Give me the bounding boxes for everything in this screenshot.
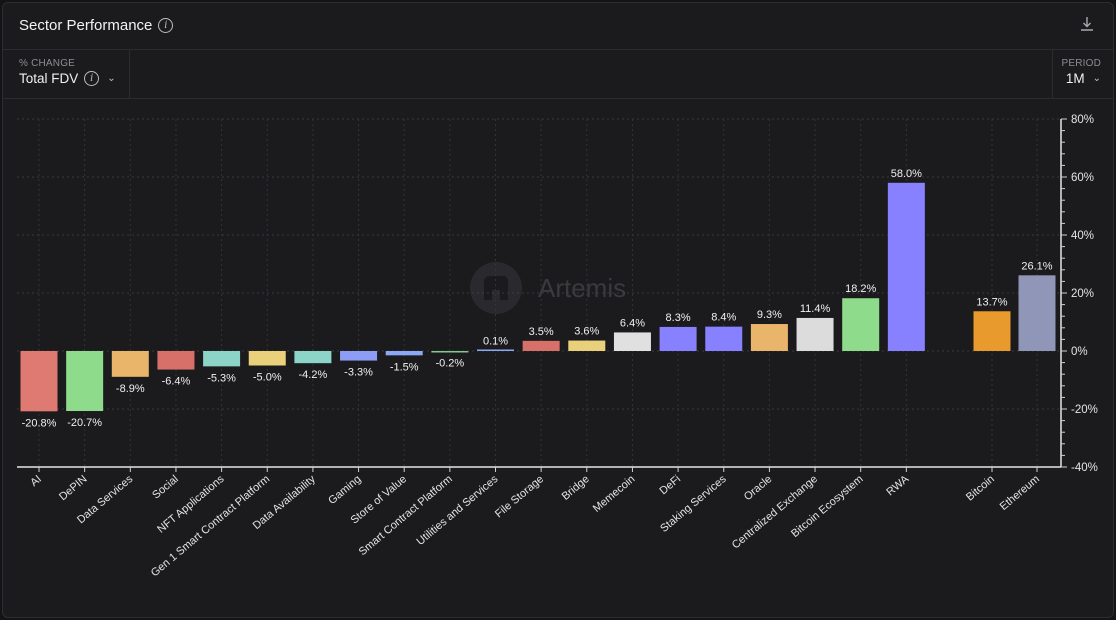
chevron-down-icon: ⌄ [107, 73, 116, 84]
bar-value-label: -3.3% [344, 367, 373, 379]
download-glyph [1081, 17, 1093, 31]
metric-dropdown[interactable]: % CHANGE Total FDV i ⌄ [19, 58, 116, 86]
bar [659, 326, 697, 351]
period-value: 1M [1065, 71, 1085, 86]
bar [477, 349, 514, 351]
divider [129, 50, 130, 98]
period-dropdown[interactable]: PERIOD 1M ⌄ [1061, 58, 1101, 86]
bar-value-label: -1.5% [390, 361, 419, 373]
x-tick-label: Centralized Exchange [730, 473, 820, 551]
x-tick-label: Social [150, 473, 181, 501]
divider [1052, 50, 1053, 98]
x-tick-label: Utilities and Services [415, 473, 501, 548]
bar-value-label: 26.1% [1021, 260, 1052, 272]
x-tick-label: DeFi [658, 473, 684, 497]
bar [887, 182, 925, 351]
bar-value-label: 9.3% [757, 309, 782, 321]
artemis-watermark: Artemis [470, 262, 626, 314]
bar [796, 317, 834, 351]
bar [157, 351, 195, 370]
metric-info-icon[interactable]: i [84, 71, 100, 86]
y-tick-label: 40% [1071, 230, 1094, 242]
bar [568, 340, 606, 351]
bar-value-label: -0.2% [435, 358, 464, 370]
y-tick-label: -20% [1071, 404, 1098, 416]
chart-controls: % CHANGE Total FDV i ⌄ PERIOD 1M ⌄ [3, 50, 1113, 99]
bar-value-label: 6.4% [620, 317, 645, 329]
bar-value-label: 3.5% [529, 326, 554, 338]
title-text: Sector Performance [19, 17, 153, 34]
bar-value-label: 0.1% [483, 336, 508, 348]
y-tick-label: -40% [1071, 462, 1098, 474]
bar-value-label: -20.8% [22, 417, 57, 429]
bar-value-label: 8.3% [666, 312, 691, 324]
x-tick-label: Smart Contract Platform [357, 473, 455, 558]
x-tick-label: DePIN [57, 473, 90, 503]
bar [248, 351, 286, 366]
metric-label: % CHANGE [19, 58, 76, 69]
bar [705, 326, 743, 351]
y-tick-label: 20% [1071, 288, 1094, 300]
bar-value-label: -5.0% [253, 372, 282, 384]
x-tick-label: RWA [884, 473, 911, 499]
bar [1018, 275, 1056, 351]
bar [522, 340, 560, 351]
bar-value-label: 58.0% [891, 168, 922, 180]
bar-value-label: -4.2% [299, 369, 328, 381]
bar-value-label: -5.3% [207, 372, 236, 384]
bar-value-label: -20.7% [67, 417, 102, 429]
bar [431, 351, 469, 353]
bar [111, 351, 149, 377]
bar-value-label: 18.2% [845, 283, 876, 295]
period-label: PERIOD [1061, 58, 1101, 69]
y-tick-label: 60% [1071, 172, 1094, 184]
x-tick-label: Oracle [742, 473, 775, 503]
bar-value-label: -6.4% [162, 376, 191, 388]
bar-value-label: 8.4% [711, 312, 736, 324]
chevron-down-icon: ⌄ [1092, 73, 1101, 84]
bar [613, 332, 651, 351]
bar [973, 311, 1011, 351]
x-tick-label: Bitcoin [964, 473, 997, 503]
bar-chart: Artemis -20.8% -20.7% -8.9% -6.4% -5.3% -5.0%… [17, 114, 1098, 579]
panel-header: Sector Performance i [3, 3, 1113, 50]
panel-title: Sector Performance i [19, 17, 174, 34]
bar [203, 351, 241, 367]
bar-value-label: 3.6% [574, 326, 599, 338]
metric-value: Total FDV [19, 71, 79, 86]
info-icon[interactable]: i [158, 18, 174, 33]
bar-value-label: 13.7% [976, 296, 1007, 308]
download-icon[interactable] [1077, 15, 1097, 35]
bar-value-label: -8.9% [116, 383, 145, 395]
x-tick-label: File Storage [493, 473, 546, 520]
y-tick-label: 0% [1071, 346, 1088, 358]
watermark-text: Artemis [538, 273, 626, 303]
x-tick-label: Gaming [326, 473, 363, 507]
bar [842, 298, 880, 351]
bar [340, 351, 378, 361]
x-tick-label: Memecoin [591, 473, 638, 515]
x-tick-label: Bridge [560, 473, 592, 503]
bar [385, 351, 423, 356]
bar [66, 351, 104, 412]
y-tick-label: 80% [1071, 114, 1094, 126]
x-tick-label: AI [28, 473, 44, 489]
x-tick-label: Ethereum [998, 473, 1042, 513]
bar [294, 351, 332, 364]
bar-value-label: 11.4% [800, 303, 831, 315]
bar [750, 324, 788, 351]
bar [20, 351, 58, 412]
